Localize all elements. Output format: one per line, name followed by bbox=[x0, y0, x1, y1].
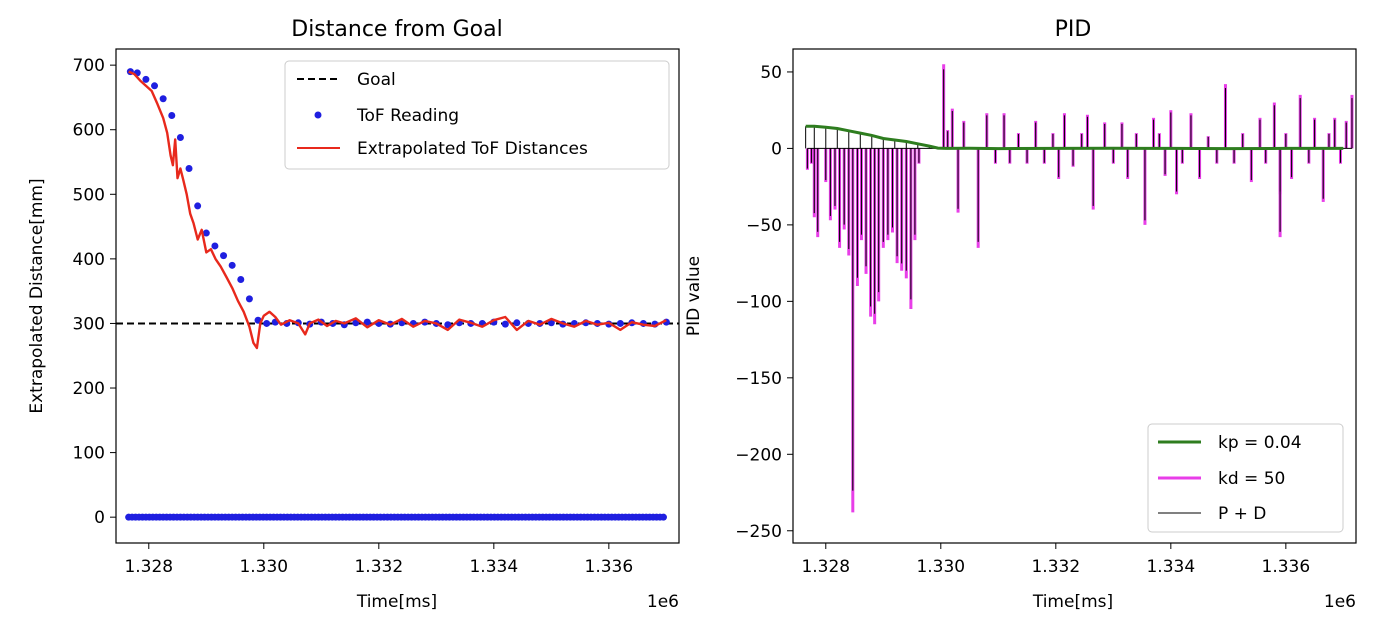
y-tick-label: 500 bbox=[73, 185, 105, 205]
legend-label: Extrapolated ToF Distances bbox=[357, 139, 588, 159]
chart-title: PID bbox=[1055, 17, 1092, 42]
y-tick-label: 100 bbox=[73, 444, 105, 464]
y-tick-label: 0 bbox=[94, 508, 105, 528]
x-tick-label: 1.336 bbox=[1262, 557, 1311, 577]
tof-point bbox=[185, 164, 193, 172]
y-tick-label: 200 bbox=[73, 379, 105, 399]
chart-pid: PID 1.328 1.330 1.332 1.334 1.336 50 0 −50 −100 −… bbox=[684, 17, 1357, 612]
legend-label: kd = 50 bbox=[1218, 469, 1285, 489]
legend-label: kp = 0.04 bbox=[1218, 433, 1302, 453]
kp-line bbox=[805, 124, 1344, 151]
tof-point bbox=[220, 252, 228, 260]
legend-tof-marker bbox=[314, 111, 322, 119]
y-tick-label: 0 bbox=[771, 139, 782, 159]
tof-point bbox=[237, 276, 245, 284]
chart-distance-from-goal: Distance from Goal 1.328 1.330 1.332 1.334 1… bbox=[27, 17, 680, 612]
x-tick-label: 1.332 bbox=[354, 557, 403, 577]
tof-point bbox=[168, 112, 176, 120]
y-tick-label: 700 bbox=[73, 56, 105, 76]
x-tick-label: 1.334 bbox=[1146, 557, 1195, 577]
x-offset-label: 1e6 bbox=[1324, 592, 1356, 612]
y-tick-label: 50 bbox=[760, 63, 782, 83]
legend: kp = 0.04 kd = 50 P + D bbox=[1147, 423, 1344, 533]
tof-point bbox=[211, 242, 219, 250]
y-axis-label: PID value bbox=[684, 256, 704, 336]
tof-point bbox=[501, 320, 509, 328]
chart-title: Distance from Goal bbox=[291, 17, 502, 42]
x-tick-label: 1.330 bbox=[239, 557, 288, 577]
y-tick-label: −250 bbox=[735, 522, 782, 542]
extrapolated-line bbox=[128, 70, 667, 350]
y-tick-label: −150 bbox=[735, 369, 782, 389]
legend-label: P + D bbox=[1218, 504, 1266, 524]
tof-point bbox=[513, 319, 521, 327]
x-offset-label: 1e6 bbox=[647, 592, 679, 612]
tof-point bbox=[151, 82, 159, 90]
y-axis-label: Extrapolated Distance[mm] bbox=[27, 178, 47, 413]
tof-point bbox=[228, 261, 236, 269]
y-tick-label: −100 bbox=[735, 292, 782, 312]
tof-point bbox=[444, 321, 452, 329]
tof-zero-point bbox=[659, 513, 667, 521]
legend-box bbox=[1147, 423, 1344, 533]
tof-point bbox=[194, 202, 202, 210]
y-tick-label: −50 bbox=[746, 216, 782, 236]
tof-point bbox=[363, 318, 371, 326]
tof-point bbox=[142, 75, 150, 83]
y-tick-label: 300 bbox=[73, 314, 105, 334]
tof-point bbox=[159, 95, 167, 103]
axis-ticks: 1.328 1.330 1.332 1.334 1.336 50 0 −50 −100 −150 −… bbox=[735, 63, 1310, 577]
axes-frame bbox=[792, 48, 1357, 544]
y-tick-label: 400 bbox=[73, 250, 105, 270]
axes-frame bbox=[115, 48, 680, 544]
tof-point bbox=[616, 319, 624, 327]
x-tick-label: 1.334 bbox=[469, 557, 518, 577]
legend: Goal ToF Reading Extrapolated ToF Distan… bbox=[284, 60, 670, 170]
x-axis-label: Time[ms] bbox=[1032, 592, 1113, 612]
legend-label: ToF Reading bbox=[356, 106, 459, 126]
tof-point bbox=[245, 295, 253, 303]
x-tick-label: 1.328 bbox=[801, 557, 850, 577]
tof-point bbox=[176, 133, 184, 141]
plot-area bbox=[116, 68, 679, 521]
x-axis-label: Time[ms] bbox=[356, 592, 437, 612]
x-tick-label: 1.328 bbox=[124, 557, 173, 577]
x-tick-label: 1.332 bbox=[1031, 557, 1080, 577]
y-tick-label: −200 bbox=[735, 445, 782, 465]
tof-point bbox=[202, 229, 210, 237]
x-tick-label: 1.336 bbox=[585, 557, 634, 577]
plot-area bbox=[805, 64, 1354, 513]
tof-point bbox=[263, 319, 271, 327]
legend-label: Goal bbox=[357, 70, 396, 90]
x-tick-label: 1.330 bbox=[916, 557, 965, 577]
axis-ticks: 1.328 1.330 1.332 1.334 1.336 0 100 200 300 400 50… bbox=[73, 56, 634, 577]
y-tick-label: 600 bbox=[73, 121, 105, 141]
legend-box bbox=[284, 60, 670, 170]
